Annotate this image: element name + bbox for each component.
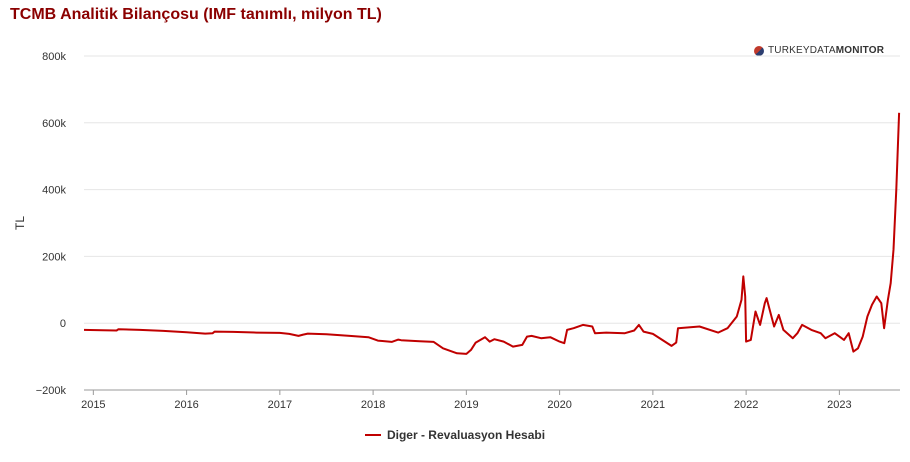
x-tick-label: 2020	[547, 399, 571, 411]
legend-swatch	[364, 434, 381, 436]
grid-lines	[84, 55, 900, 324]
y-tick-label: 200k	[42, 251, 66, 263]
x-tick-label: 2015	[81, 399, 105, 411]
y-axis-label: TL	[13, 216, 27, 230]
x-tick-label: 2021	[641, 399, 665, 411]
series-line	[83, 112, 901, 355]
brand-logo: TURKEY DATA MONITOR	[754, 45, 884, 56]
y-axis-ticks: 800k 600k 400k 200k 0 −200k	[36, 51, 67, 397]
logo-text-mid: DATA	[809, 45, 836, 56]
chart-title: TCMB Analitik Bilançosu (IMF tanımlı, mi…	[10, 6, 382, 23]
x-axis-ticks: 2015 2016 2017 2018 2019 2020 2021 2022 2023	[81, 390, 852, 411]
logo-text-light: TURKEY	[768, 45, 810, 56]
legend[interactable]: Diger - Revaluasyon Hesabi	[0, 428, 910, 442]
x-tick-label: 2023	[827, 399, 851, 411]
x-tick-label: 2022	[734, 399, 758, 411]
y-tick-label: 800k	[42, 51, 66, 63]
x-tick-label: 2017	[268, 399, 292, 411]
x-tick-label: 2019	[454, 399, 478, 411]
y-tick-label: 400k	[42, 185, 66, 197]
logo-text-bold: MONITOR	[835, 45, 885, 56]
x-tick-label: 2018	[361, 399, 385, 411]
y-tick-label: −200k	[36, 385, 67, 397]
logo-globe-icon	[754, 45, 764, 56]
series-group	[83, 112, 901, 355]
legend-label: Diger - Revaluasyon Hesabi	[386, 428, 546, 442]
y-tick-label: 600k	[42, 118, 66, 130]
y-tick-label: 0	[60, 318, 66, 330]
x-tick-label: 2016	[174, 399, 198, 411]
